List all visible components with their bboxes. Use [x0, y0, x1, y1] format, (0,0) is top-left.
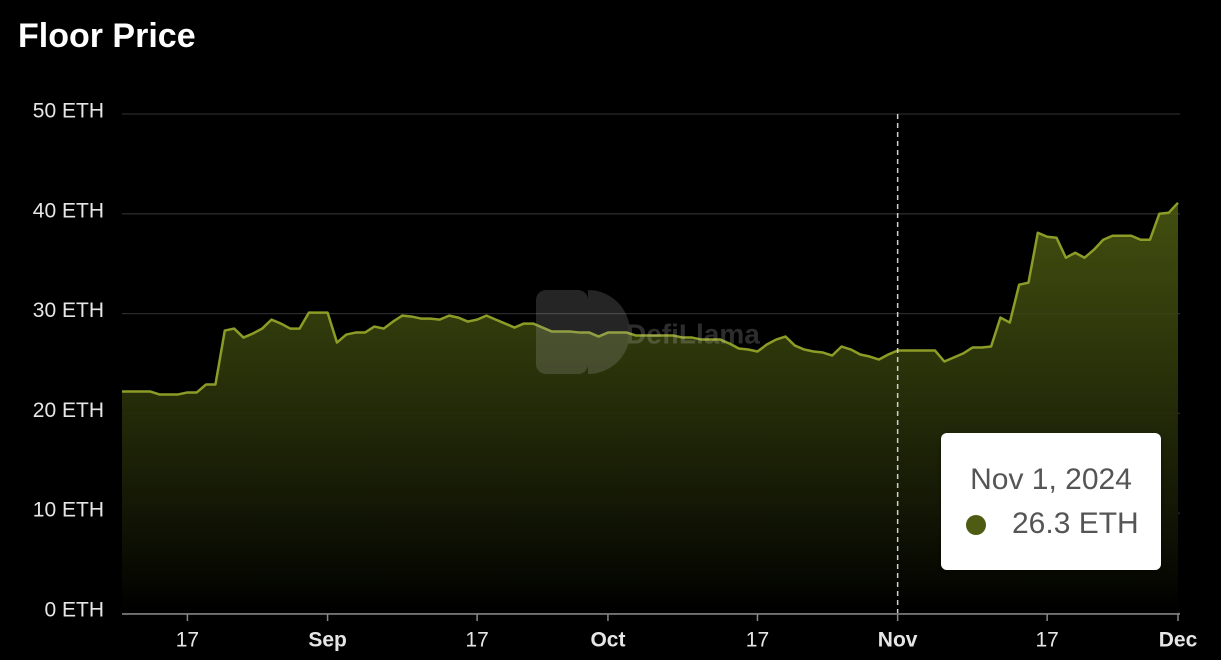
axes: 0 ETH 10 ETH 20 ETH 30 ETH 40 ETH 50 ETH 17 Sep… — [33, 100, 1198, 652]
chart-title: Floor Price — [18, 17, 196, 55]
line — [122, 201, 1179, 396]
area — [122, 202, 1178, 613]
y-tick-label: 30 ETH — [33, 299, 104, 322]
x-tick-label: 17 — [176, 629, 199, 652]
x-tick-label: Nov — [878, 629, 918, 652]
watermark: DefiLlama — [626, 318, 760, 349]
x-tick-label: Dec — [1159, 629, 1198, 652]
y-tick-label: 20 ETH — [33, 399, 104, 422]
y-tick-label: 40 ETH — [33, 199, 104, 222]
tooltip-date: Nov 1, 2024 — [970, 463, 1132, 496]
watermark-group: DefiLlama — [536, 290, 760, 374]
x-tick-label: Sep — [308, 629, 347, 652]
tooltip-box — [941, 433, 1161, 570]
x-tick-label: 17 — [1035, 629, 1058, 652]
tooltip-dot — [966, 515, 986, 535]
x-tick-label: 17 — [746, 629, 769, 652]
plot — [122, 201, 1179, 613]
tooltip: Nov 1, 2024 26.3 ETH — [896, 114, 1161, 613]
watermark-logo — [588, 290, 630, 374]
y-tick-label: 10 ETH — [33, 499, 104, 522]
tooltip-value: 26.3 ETH — [1012, 507, 1139, 540]
x-tick-label: Oct — [590, 629, 625, 652]
y-tick-label: 0 ETH — [44, 599, 104, 622]
watermark-logo — [536, 290, 588, 374]
y-tick-label: 50 ETH — [33, 100, 104, 123]
x-tick-label: 17 — [465, 629, 488, 652]
